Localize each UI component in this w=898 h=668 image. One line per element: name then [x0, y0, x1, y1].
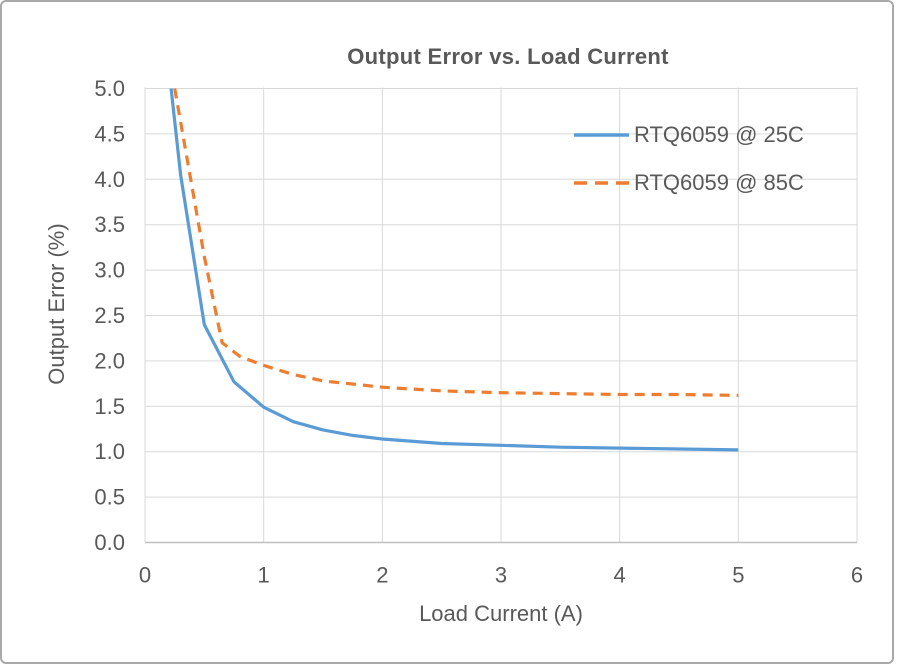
y-tick-label: 4.0 [94, 167, 125, 192]
x-tick-label: 1 [258, 563, 270, 588]
y-tick-label: 3.5 [94, 212, 125, 237]
y-tick-label: 1.5 [94, 394, 125, 419]
series-line-1 [173, 88, 739, 397]
y-axis-title: Output Error (%) [44, 223, 69, 385]
y-tick-label: 5.0 [94, 76, 125, 101]
x-tick-label: 0 [139, 563, 151, 588]
y-tick-label: 0.0 [94, 530, 125, 555]
chart-title: Output Error vs. Load Current [347, 44, 669, 69]
x-tick-label: 3 [495, 563, 507, 588]
y-tick-label: 4.5 [94, 121, 125, 146]
y-tick-label: 1.0 [94, 439, 125, 464]
legend-item: RTQ6059 @ 25C [573, 111, 804, 159]
x-tick-label: 4 [614, 563, 626, 588]
legend-line-sample [574, 133, 629, 137]
x-tick-label: 2 [376, 563, 388, 588]
legend-item: RTQ6059 @ 85C [573, 159, 804, 207]
legend: RTQ6059 @ 25C RTQ6059 @ 85C [573, 111, 804, 207]
legend-label: RTQ6059 @ 85C [634, 170, 804, 195]
legend-label: RTQ6059 @ 25C [634, 122, 804, 147]
x-tick-label: 6 [851, 563, 863, 588]
legend-line-sample [574, 181, 629, 185]
series-line-0 [169, 88, 739, 452]
y-tick-label: 2.0 [94, 348, 125, 373]
y-tick-label: 2.5 [94, 303, 125, 328]
y-tick-label: 0.5 [94, 485, 125, 510]
x-axis-title: Load Current (A) [419, 601, 583, 626]
y-tick-label: 3.0 [94, 258, 125, 283]
x-tick-label: 5 [732, 563, 744, 588]
